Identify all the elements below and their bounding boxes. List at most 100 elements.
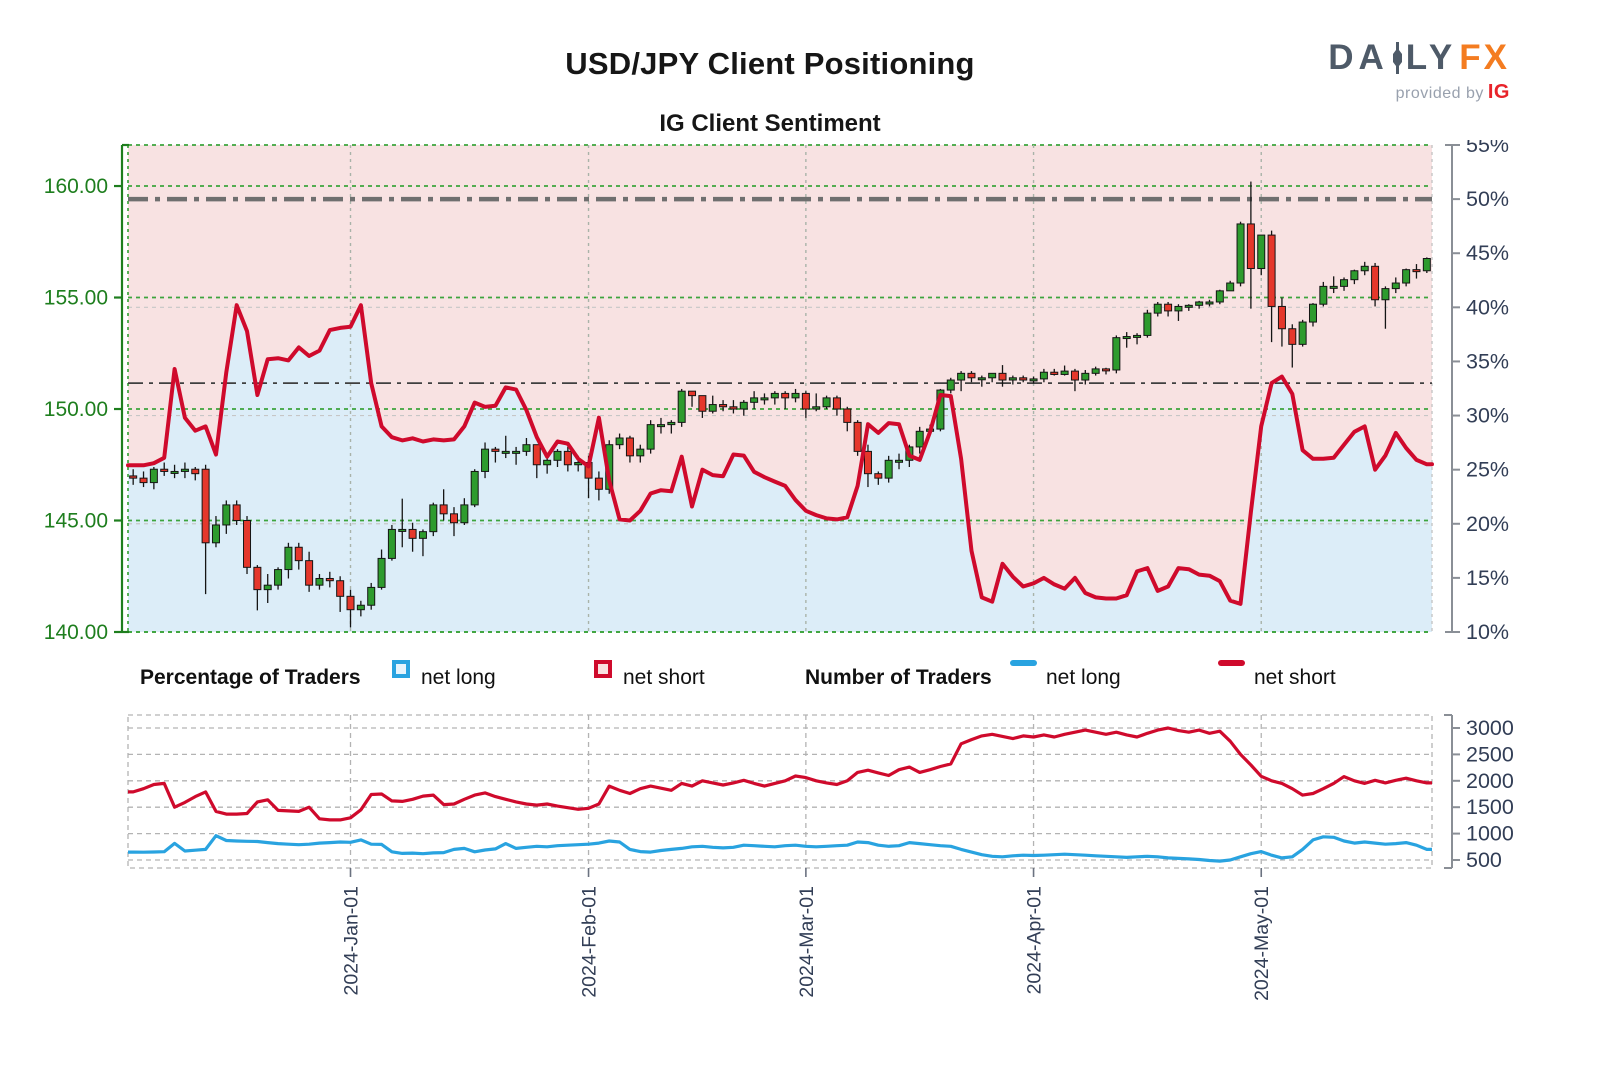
logo-text-fx: FX: [1459, 38, 1510, 77]
dailyfx-logo: DA LY FX provided by IG: [1328, 40, 1510, 104]
right-axis-label: 50%: [1466, 187, 1509, 211]
legend-net-long-line-label: net long: [1046, 666, 1121, 689]
ig-logo: IG: [1487, 81, 1510, 103]
date-label: 2024-May-01: [1251, 886, 1273, 1001]
candle-up: [791, 392, 800, 399]
candle-up: [646, 424, 655, 450]
candle-down: [1412, 269, 1421, 273]
net-long-area-swatch: [392, 660, 410, 678]
date-label: 2024-Jan-01: [341, 886, 363, 996]
candle-down: [625, 437, 634, 457]
candle-down: [1019, 377, 1028, 381]
candle-up: [460, 504, 469, 524]
candle-up: [1029, 378, 1038, 382]
candlestick-icon: [1390, 41, 1405, 74]
candle-up: [1422, 257, 1431, 272]
right-axis-label: 35%: [1466, 349, 1509, 373]
candle-down: [832, 397, 841, 410]
candle-up: [977, 377, 986, 381]
left-axis-label: 145.00: [44, 510, 108, 533]
candle-up: [667, 421, 676, 426]
candle-down: [1246, 223, 1255, 270]
count-axis-label: 2000: [1466, 769, 1514, 793]
candle-up: [481, 448, 490, 472]
candle-up: [512, 450, 521, 454]
candle-down: [243, 520, 252, 568]
date-axis: 2024-Jan-01 2024-Feb-01 2024-Mar-01 2024-Ap…: [341, 868, 1273, 1001]
candle-up: [1215, 290, 1224, 303]
right-axis-label: 10%: [1466, 620, 1509, 644]
candle-up: [677, 390, 686, 423]
candle-up: [760, 397, 769, 401]
candle-down: [532, 444, 541, 466]
candle-down: [853, 421, 862, 452]
candle-up: [1236, 223, 1245, 284]
dailyfx-wordmark: DA LY FX: [1328, 40, 1510, 75]
net-short-area-swatch: [594, 660, 612, 678]
right-axis-label: 40%: [1466, 295, 1509, 319]
candle-down: [998, 372, 1007, 381]
candle-down: [1102, 368, 1110, 372]
candle-up: [895, 459, 904, 463]
candle-down: [450, 513, 458, 524]
candle-up: [1184, 304, 1193, 308]
candle-up: [1039, 371, 1048, 380]
candle-up: [750, 397, 759, 403]
candle-up: [1329, 285, 1338, 289]
candle-down: [688, 390, 697, 397]
candle-up: [1402, 269, 1411, 284]
traders-net-short-line: [128, 726, 1432, 822]
candle-up: [1350, 270, 1359, 281]
candle-up: [812, 406, 821, 410]
candle-up: [1122, 336, 1131, 340]
candle-down: [1164, 303, 1173, 312]
logo-text-ly: LY: [1405, 38, 1458, 77]
count-axis-label: 3000: [1466, 716, 1514, 740]
net-short-fill-area: [128, 145, 1432, 604]
main-gridlines: [127, 144, 1433, 633]
date-label: 2024-Feb-01: [579, 886, 601, 998]
candle-up: [1391, 282, 1400, 290]
left-axis-label: 150.00: [44, 398, 108, 421]
candle-up: [946, 379, 955, 391]
candle-down: [874, 473, 883, 479]
candle-down: [1277, 305, 1286, 330]
candle-down: [1267, 234, 1276, 307]
legend-number-title: Number of Traders: [805, 666, 992, 689]
candle-up: [398, 528, 407, 532]
net-short-pct-line: [126, 303, 1434, 606]
candle-up: [543, 459, 552, 466]
left-axis-label: 160.00: [44, 175, 108, 198]
candle-down: [781, 392, 790, 399]
candle-up: [1091, 368, 1100, 374]
count-gridlines: [127, 714, 1433, 869]
candle-up: [418, 531, 427, 539]
candle-down: [1371, 265, 1380, 301]
chart-subtitle: IG Client Sentiment: [659, 110, 881, 137]
candle-down: [129, 475, 138, 479]
candle-up: [1060, 370, 1069, 375]
candle-down: [698, 395, 707, 412]
legend-net-short-line-label: net short: [1254, 666, 1336, 689]
legend-percentage-title: Percentage of Traders: [140, 666, 361, 689]
candle-down: [253, 566, 262, 591]
candle-up: [315, 577, 324, 586]
candle-up: [553, 450, 562, 461]
candle-up: [1308, 303, 1317, 323]
candle-up: [284, 546, 293, 571]
count-axis-label: 1000: [1466, 822, 1514, 846]
sentiment-price-chart: 140.00 145.00 150.00 155.00 160.00 10% 15% 20% 2…: [44, 140, 1509, 644]
left-axis-label: 140.00: [44, 621, 108, 644]
candle-up: [1133, 334, 1142, 338]
candle-up: [429, 504, 438, 533]
candle-up: [957, 372, 966, 381]
candle-up: [636, 448, 645, 457]
candle-up: [356, 604, 365, 611]
candle-down: [729, 406, 738, 410]
candle-down: [863, 450, 872, 475]
candle-up: [1174, 305, 1183, 312]
candle-up: [1257, 234, 1266, 270]
candle-up: [1195, 301, 1204, 306]
candle-up: [1205, 301, 1214, 305]
